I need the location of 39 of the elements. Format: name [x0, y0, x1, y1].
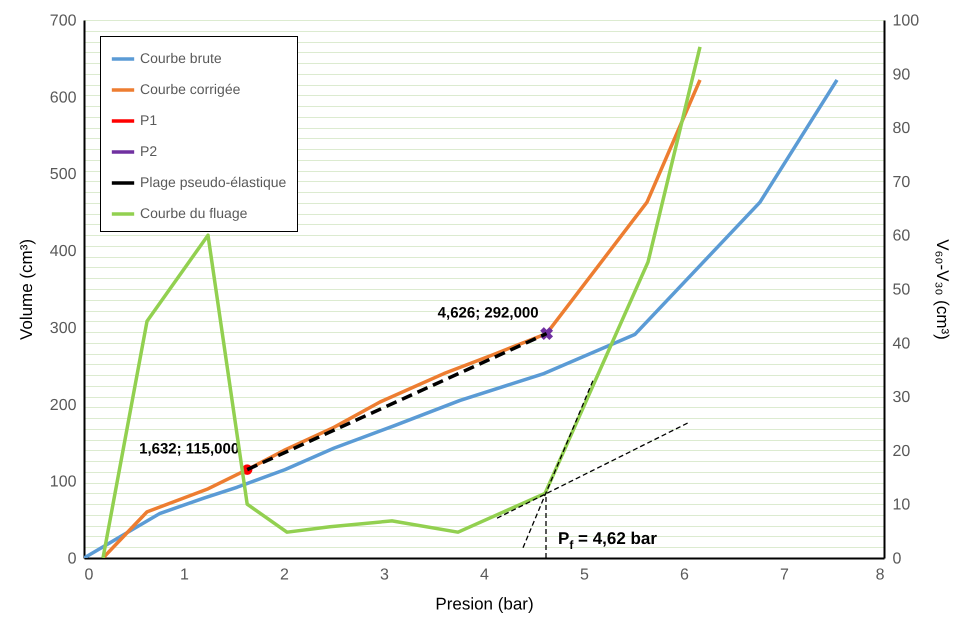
annotation: 4,626; 292,000 [438, 304, 539, 322]
y2-tick-label: 90 [892, 66, 910, 84]
y2-tick-label: 20 [892, 442, 910, 460]
y2-tick-label: 10 [892, 496, 910, 514]
y2-tick-label: 80 [892, 120, 910, 138]
y2-tick-label: 40 [892, 335, 910, 352]
x-tick-label: 1 [180, 566, 190, 584]
legend-label: P2 [140, 143, 158, 159]
x-tick-label: 4 [480, 566, 490, 584]
y2-tick-label: 0 [892, 550, 902, 568]
legend-label: P1 [140, 112, 158, 128]
y2-tick-label: 70 [892, 174, 910, 191]
x-axis-title: Presion (bar) [435, 594, 534, 614]
x-tick-label: 2 [280, 566, 290, 584]
y-tick-label: 0 [68, 550, 77, 568]
x-tick-label: 8 [876, 566, 885, 584]
y2-tick-label: 50 [892, 282, 910, 298]
x-tick-label: 6 [680, 566, 690, 584]
y2-tick-label: 30 [892, 389, 910, 406]
y2-tick-label: 100 [892, 12, 920, 30]
y-tick-label: 100 [50, 474, 77, 491]
annotation: 1,632; 115,000 [139, 440, 240, 458]
y-tick-label: 600 [50, 89, 77, 106]
y-axis-title: Volume (cm³) [16, 238, 36, 340]
y-tick-label: 500 [50, 166, 77, 184]
x-tick-label: 5 [580, 566, 590, 584]
y-tick-label: 300 [50, 320, 77, 337]
y-tick-label: 700 [50, 12, 77, 30]
y2-tick-label: 60 [892, 228, 910, 245]
legend-label: Courbe corrigée [140, 81, 241, 97]
x-tick-label: 7 [780, 566, 790, 584]
y2-axis-title: V₆₀-V₃₀ (cm³) [933, 239, 952, 340]
x-tick-label: 3 [380, 566, 390, 584]
legend-label: Courbe brute [140, 50, 222, 66]
y-tick-label: 200 [50, 396, 77, 414]
legend-label: Plage pseudo-élastique [140, 174, 287, 190]
legend-label: Courbe du fluage [140, 205, 248, 221]
x-tick-label: 0 [84, 566, 94, 584]
y-tick-label: 400 [50, 243, 77, 260]
